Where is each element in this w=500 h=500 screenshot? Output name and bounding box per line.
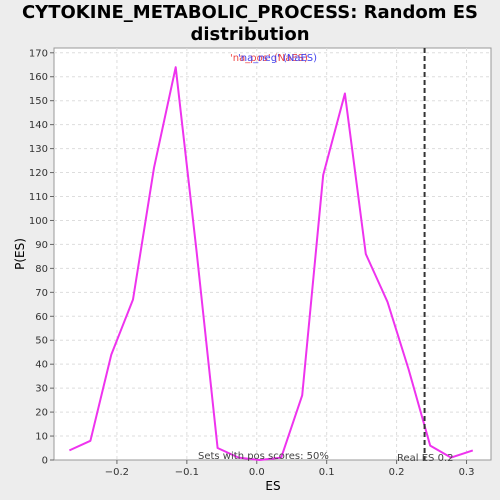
y-tick-label: 80: [35, 264, 48, 275]
y-tick-label: 170: [29, 48, 48, 59]
x-tick-label: 0.3: [459, 467, 475, 478]
y-tick-label: 140: [29, 120, 48, 131]
grid-lines: [54, 48, 491, 460]
x-tick-label: 0.1: [319, 467, 335, 478]
x-axis-ticks: −0.2 −0.1 0.0 0.1 0.2 0.3: [105, 460, 475, 478]
legend-na-neg: 'na_neg' (NaES): [238, 53, 317, 64]
y-tick-label: 0: [42, 456, 48, 467]
pos-scores-annotation: Sets with pos scores: 50%: [198, 451, 329, 462]
y-tick-label: 110: [29, 192, 48, 203]
plot-area: [53, 47, 492, 461]
y-tick-label: 160: [29, 72, 48, 83]
y-tick-label: 100: [29, 216, 48, 227]
y-tick-label: 150: [29, 96, 48, 107]
legend-na-pos: 'na_pos' (NaES): [230, 53, 308, 64]
y-tick-label: 50: [35, 336, 48, 347]
y-tick-label: 30: [35, 384, 48, 395]
y-tick-label: 60: [35, 312, 48, 323]
chart-title-line-1: CYTOKINE_METABOLIC_PROCESS: Random ES: [21, 2, 479, 23]
x-tick-label: 0.2: [389, 467, 405, 478]
x-tick-label: 0.0: [249, 467, 265, 478]
es-distribution-line: [68, 66, 474, 461]
y-axis-label: P(ES): [13, 238, 27, 270]
real-es-label: Real ES 0.2: [397, 453, 453, 464]
y-tick-label: 20: [35, 408, 48, 419]
x-tick-label: −0.2: [105, 467, 129, 478]
x-axis-label: ES: [265, 479, 280, 493]
y-tick-label: 10: [35, 432, 48, 443]
chart-title: CYTOKINE_METABOLIC_PROCESS: Random ES di…: [0, 2, 500, 46]
y-tick-label: 130: [29, 144, 48, 155]
series-layer: [68, 66, 474, 461]
y-tick-label: 90: [35, 240, 48, 251]
y-axis-ticks: 0 10 20 30 40 50 60 70 80 90 100 110 120 130 140 150 160…: [29, 48, 54, 467]
x-tick-label: −0.1: [175, 467, 199, 478]
chart-title-line-2: distribution: [190, 24, 310, 45]
y-tick-label: 40: [35, 360, 48, 371]
y-tick-label: 120: [29, 168, 48, 179]
y-tick-label: 70: [35, 288, 48, 299]
